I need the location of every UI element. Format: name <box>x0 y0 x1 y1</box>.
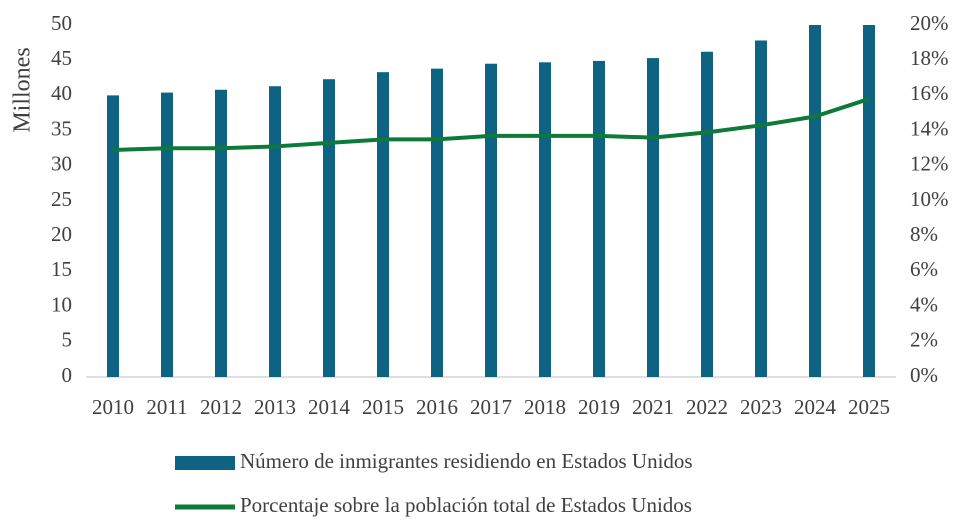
x-tick-label: 2025 <box>848 395 890 419</box>
y2-tick-label: 6% <box>910 257 938 281</box>
bar <box>647 58 659 377</box>
x-tick-label: 2021 <box>632 395 674 419</box>
x-tick-label: 2023 <box>740 395 782 419</box>
y-axis-label: Millones <box>10 47 36 132</box>
x-tick-label: 2019 <box>578 395 620 419</box>
bar <box>539 62 551 377</box>
bar <box>593 60 605 378</box>
bar <box>701 51 713 377</box>
bar <box>215 89 227 377</box>
y-tick-label: 35 <box>51 116 72 140</box>
y2-tick-label: 10% <box>910 187 949 211</box>
x-tick-label: 2013 <box>254 395 296 419</box>
legend-label: Porcentaje sobre la población total de E… <box>240 493 692 517</box>
y-tick-label: 20 <box>51 222 72 246</box>
bar <box>485 63 497 377</box>
bar <box>377 72 389 377</box>
y-tick-label: 45 <box>51 46 72 70</box>
legend-swatch <box>175 456 235 470</box>
y-tick-label: 15 <box>51 257 72 281</box>
x-tick-label: 2015 <box>362 395 404 419</box>
bar <box>431 68 443 377</box>
y2-tick-label: 16% <box>910 81 949 105</box>
bar <box>323 79 335 377</box>
y2-tick-label: 0% <box>910 363 938 387</box>
bar <box>863 25 875 377</box>
x-tick-label: 2012 <box>200 395 242 419</box>
x-tick-label: 2014 <box>308 395 351 419</box>
y2-tick-label: 8% <box>910 222 938 246</box>
y2-tick-label: 18% <box>910 46 949 70</box>
line <box>112 97 870 152</box>
x-tick-label: 2010 <box>92 395 134 419</box>
bar <box>161 92 173 378</box>
y2-tick-label: 14% <box>910 116 949 140</box>
bar <box>755 40 767 377</box>
x-tick-label: 2018 <box>524 395 566 419</box>
y2-tick-label: 12% <box>910 152 949 176</box>
y2-tick-label: 20% <box>910 11 949 35</box>
bar <box>269 86 281 378</box>
y-tick-label: 10 <box>51 292 72 316</box>
x-tick-label: 2017 <box>470 395 512 419</box>
bar <box>107 95 119 378</box>
y-tick-label: 5 <box>62 328 73 352</box>
y-tick-label: 50 <box>51 11 72 35</box>
x-tick-label: 2024 <box>794 395 837 419</box>
y-tick-label: 0 <box>62 363 73 387</box>
x-tick-label: 2016 <box>416 395 458 419</box>
y2-tick-label: 2% <box>910 328 938 352</box>
y-tick-label: 40 <box>51 81 72 105</box>
y-tick-label: 30 <box>51 152 72 176</box>
y-tick-label: 25 <box>51 187 72 211</box>
bar <box>809 25 821 377</box>
y2-tick-label: 4% <box>910 292 938 316</box>
x-tick-label: 2011 <box>146 395 187 419</box>
legend-label: Número de inmigrantes residiendo en Esta… <box>240 449 693 473</box>
x-tick-label: 2022 <box>686 395 728 419</box>
